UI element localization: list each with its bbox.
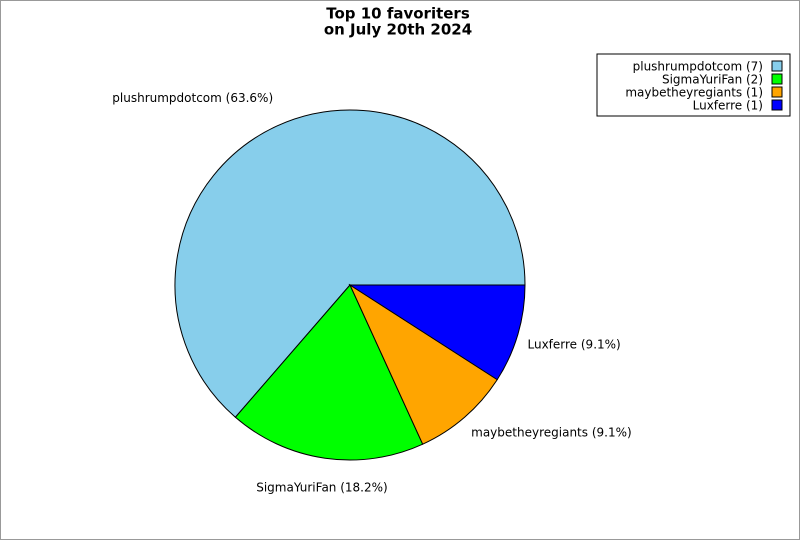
legend-label: Luxferre (1) xyxy=(693,99,763,113)
legend-box xyxy=(596,53,791,117)
chart-title: Top 10 favoriters xyxy=(326,5,470,23)
legend-swatch xyxy=(771,60,783,72)
legend-swatch xyxy=(771,86,783,98)
legend-label: plushrumpdotcom (7) xyxy=(633,60,763,74)
legend-label: maybetheyregiants (1) xyxy=(625,86,763,100)
slice-label: SigmaYuriFan (18.2%) xyxy=(256,480,388,494)
chart-title: on July 20th 2024 xyxy=(324,21,472,39)
pie-slice xyxy=(348,284,526,381)
slice-label: maybetheyregiants (9.1%) xyxy=(471,425,632,439)
pie-slice xyxy=(234,284,424,461)
legend-label: SigmaYuriFan (2) xyxy=(662,73,763,87)
pie-slice xyxy=(348,283,498,445)
slice-label: Luxferre (9.1%) xyxy=(528,338,621,352)
legend-swatch xyxy=(771,99,783,111)
slice-label: plushrumpdotcom (63.6%) xyxy=(112,91,273,105)
legend-swatch xyxy=(771,73,783,85)
pie-slice xyxy=(174,109,526,418)
